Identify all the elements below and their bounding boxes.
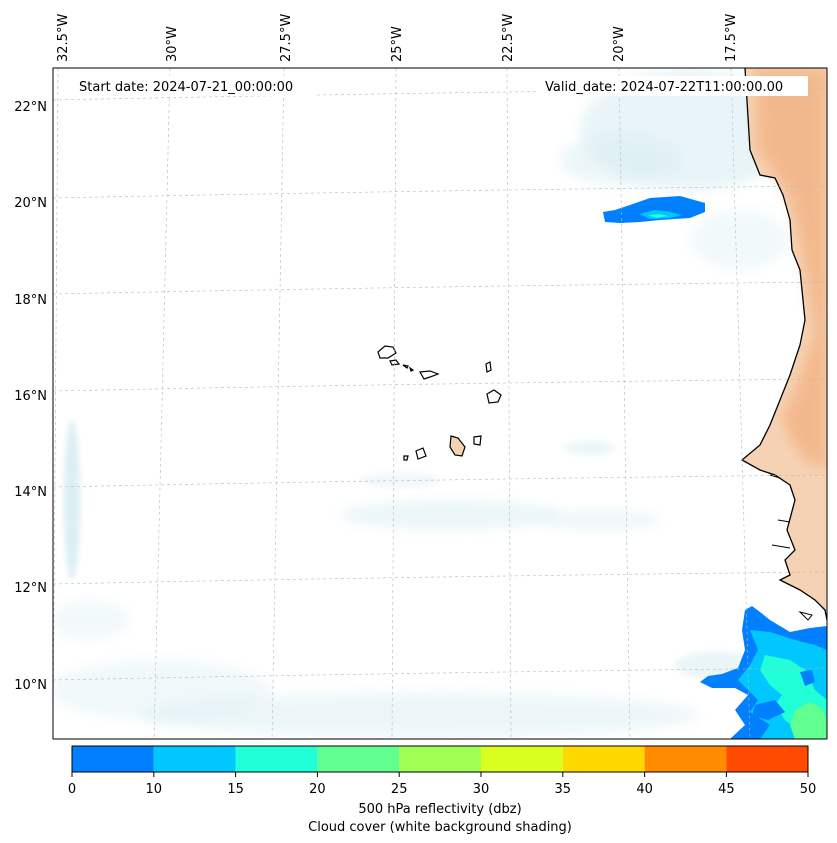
map-border: [52, 67, 828, 740]
colorbar-tick-label: 10: [146, 782, 163, 797]
colorbar-tick-label: 25: [391, 782, 408, 797]
colorbar-tick-label: 35: [555, 782, 572, 797]
colorbar-segment-6: [562, 746, 645, 772]
colorbar-segment-1: [153, 746, 236, 772]
valid-date-label: Valid_date: 2024-07-22T11:00:00.00: [545, 80, 783, 95]
lon-label-30w: 30°W: [165, 26, 180, 62]
valid-date-box: [538, 76, 808, 96]
colorbar: 0 10 15 20 25 30 35 40 45 50 500 hPa ref…: [68, 745, 817, 835]
lat-label-18n: 18°N: [14, 293, 47, 308]
colorbar-tick-label: 30: [473, 782, 490, 797]
colorbar-segment-3: [317, 746, 400, 772]
lon-label-17-5w: 17.5°W: [724, 14, 739, 62]
lon-label-32-5w: 32.5°W: [56, 14, 71, 62]
colorbar-segment-8: [726, 746, 808, 772]
latitude-labels: 22°N 20°N 18°N 16°N 14°N 12°N 10°N: [14, 100, 47, 693]
lat-label-22n: 22°N: [14, 100, 47, 115]
africa-landmass: [740, 68, 827, 621]
cape-verde-islands: [377, 345, 502, 461]
cloud-cover-shading: [53, 70, 800, 737]
colorbar-title: 500 hPa reflectivity (dbz): [358, 802, 521, 817]
lat-label-12n: 12°N: [14, 581, 47, 596]
lon-label-22-5w: 22.5°W: [501, 14, 516, 62]
colorbar-segment-5: [481, 746, 563, 772]
colorbar-subtitle: Cloud cover (white background shading): [308, 820, 572, 835]
start-date-label: Start date: 2024-07-21_00:00:00: [79, 80, 293, 95]
lat-label-20n: 20°N: [14, 196, 47, 211]
colorbar-ticks: [71, 772, 809, 777]
colorbar-tick-label: 15: [227, 782, 244, 797]
colorbar-tick-label: 0: [68, 782, 76, 797]
lat-label-14n: 14°N: [14, 485, 47, 500]
lon-label-20w: 20°W: [612, 26, 627, 62]
lat-label-16n: 16°N: [14, 389, 47, 404]
colorbar-tick-label: 20: [309, 782, 326, 797]
colorbar-tick-label: 45: [718, 782, 735, 797]
colorbar-border: [71, 745, 809, 773]
colorbar-segment-4: [399, 746, 481, 772]
lon-label-27-5w: 27.5°W: [279, 14, 294, 62]
map-area: Start date: 2024-07-21_00:00:00 Valid_da…: [53, 68, 827, 739]
colorbar-segment-7: [644, 746, 727, 772]
start-date-box: [72, 76, 314, 96]
colorbar-segment-2: [235, 746, 318, 772]
gridlines: [53, 68, 827, 739]
colorbar-tick-label: 50: [800, 782, 817, 797]
lon-label-25w: 25°W: [390, 26, 405, 62]
reflectivity-patch-north: [603, 196, 705, 223]
colorbar-tick-label: 40: [636, 782, 653, 797]
longitude-labels: 32.5°W 30°W 27.5°W 25°W 22.5°W 20°W 17.5…: [56, 14, 739, 62]
lat-label-10n: 10°N: [14, 678, 47, 693]
reflectivity-patch-south: [700, 606, 827, 739]
colorbar-segment-0: [72, 746, 154, 772]
